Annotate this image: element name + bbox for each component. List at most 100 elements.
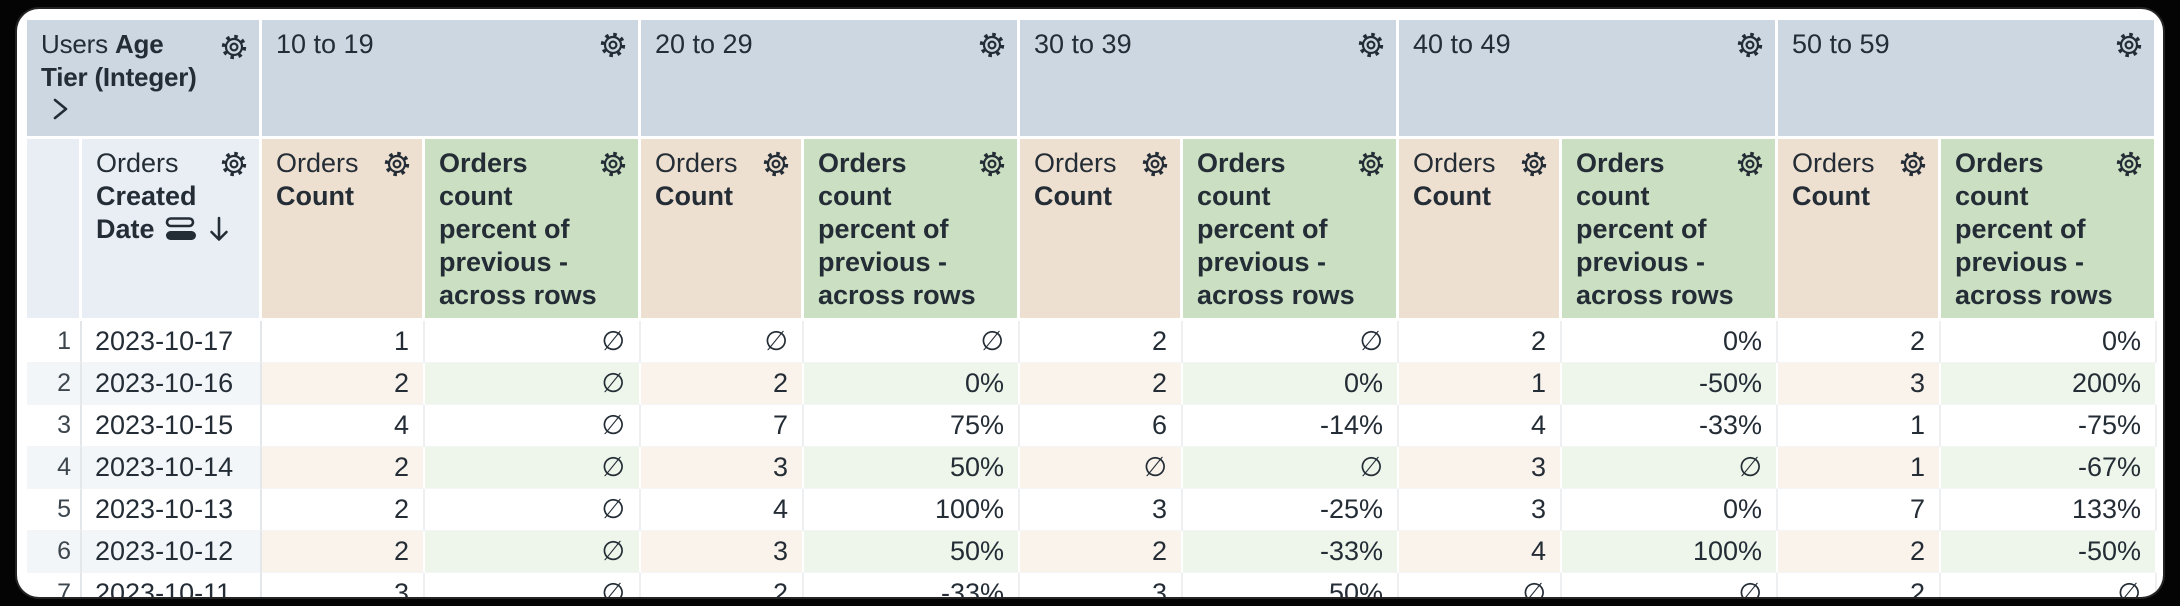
percent-cell[interactable]: ∅ [1183, 447, 1399, 489]
count-cell[interactable]: 4 [1399, 405, 1562, 447]
percent-cell[interactable]: ∅ [1562, 447, 1778, 489]
row-dimension-header[interactable]: Orders Created Date [82, 139, 262, 321]
measure-header-count[interactable]: Orders Count [1778, 139, 1941, 321]
gear-icon[interactable] [382, 149, 412, 179]
measure-header-percent-of-previous[interactable]: Orders count percent of previous - acros… [804, 139, 1020, 321]
percent-cell[interactable]: 0% [1941, 321, 2157, 363]
count-cell[interactable]: 2 [1778, 531, 1941, 573]
pivot-value-header[interactable]: 10 to 19 [262, 20, 641, 139]
date-cell[interactable]: 2023-10-12 [82, 531, 262, 573]
measure-header-count[interactable]: Orders Count [262, 139, 425, 321]
pivot-value-header[interactable]: 20 to 29 [641, 20, 1020, 139]
chevron-right-icon[interactable] [47, 96, 71, 130]
date-cell[interactable]: 2023-10-15 [82, 405, 262, 447]
count-cell[interactable]: 2 [1399, 321, 1562, 363]
percent-cell[interactable]: -33% [804, 573, 1020, 597]
measure-header-percent-of-previous[interactable]: Orders count percent of previous - acros… [425, 139, 641, 321]
percent-cell[interactable]: 0% [1562, 489, 1778, 531]
percent-cell[interactable]: -14% [1183, 405, 1399, 447]
percent-cell[interactable]: ∅ [425, 489, 641, 531]
count-cell[interactable]: ∅ [1020, 447, 1183, 489]
gear-icon[interactable] [598, 149, 628, 179]
percent-cell[interactable]: 200% [1941, 363, 2157, 405]
percent-cell[interactable]: 75% [804, 405, 1020, 447]
count-cell[interactable]: 6 [1020, 405, 1183, 447]
count-cell[interactable]: 2 [1778, 321, 1941, 363]
gear-icon[interactable] [977, 149, 1007, 179]
pivot-value-header[interactable]: 40 to 49 [1399, 20, 1778, 139]
percent-cell[interactable]: 100% [1562, 531, 1778, 573]
count-cell[interactable]: 3 [1778, 363, 1941, 405]
count-cell[interactable]: 2 [262, 447, 425, 489]
gear-icon[interactable] [1519, 149, 1549, 179]
percent-cell[interactable]: ∅ [425, 531, 641, 573]
percent-cell[interactable]: ∅ [425, 573, 641, 597]
measure-header-count[interactable]: Orders Count [1399, 139, 1562, 321]
gear-icon[interactable] [761, 149, 791, 179]
count-cell[interactable]: 2 [1020, 321, 1183, 363]
gear-icon[interactable] [1735, 149, 1765, 179]
count-cell[interactable]: 4 [641, 489, 804, 531]
count-cell[interactable]: 3 [1399, 489, 1562, 531]
count-cell[interactable]: 3 [262, 573, 425, 597]
count-cell[interactable]: 3 [1020, 573, 1183, 597]
percent-cell[interactable]: -33% [1562, 405, 1778, 447]
count-cell[interactable]: 3 [1020, 489, 1183, 531]
count-cell[interactable]: 2 [641, 573, 804, 597]
percent-cell[interactable]: ∅ [425, 321, 641, 363]
pivot-dimension-header[interactable]: Users Age Tier (Integer) [27, 20, 262, 139]
count-cell[interactable]: 2 [262, 531, 425, 573]
count-cell[interactable]: 3 [641, 447, 804, 489]
date-cell[interactable]: 2023-10-13 [82, 489, 262, 531]
measure-header-percent-of-previous[interactable]: Orders count percent of previous - acros… [1562, 139, 1778, 321]
percent-cell[interactable]: -50% [1941, 531, 2157, 573]
count-cell[interactable]: 3 [641, 531, 804, 573]
percent-cell[interactable]: ∅ [1941, 573, 2157, 597]
gear-icon[interactable] [1356, 149, 1386, 179]
percent-cell[interactable]: 100% [804, 489, 1020, 531]
percent-cell[interactable]: 50% [804, 447, 1020, 489]
percent-cell[interactable]: ∅ [425, 405, 641, 447]
percent-cell[interactable]: -33% [1183, 531, 1399, 573]
gear-icon[interactable] [1735, 30, 1765, 60]
gear-icon[interactable] [1356, 30, 1386, 60]
gear-icon[interactable] [1898, 149, 1928, 179]
count-cell[interactable]: 2 [262, 363, 425, 405]
percent-cell[interactable]: -75% [1941, 405, 2157, 447]
measure-header-count[interactable]: Orders Count [1020, 139, 1183, 321]
count-cell[interactable]: 1 [1778, 447, 1941, 489]
percent-cell[interactable]: ∅ [425, 363, 641, 405]
percent-cell[interactable]: -25% [1183, 489, 1399, 531]
count-cell[interactable]: ∅ [641, 321, 804, 363]
percent-cell[interactable]: 50% [1183, 573, 1399, 597]
gear-icon[interactable] [977, 30, 1007, 60]
count-cell[interactable]: ∅ [1399, 573, 1562, 597]
measure-header-percent-of-previous[interactable]: Orders count percent of previous - acros… [1941, 139, 2157, 321]
percent-cell[interactable]: 0% [804, 363, 1020, 405]
percent-cell[interactable]: 133% [1941, 489, 2157, 531]
pivot-value-header[interactable]: 30 to 39 [1020, 20, 1399, 139]
percent-cell[interactable]: ∅ [1183, 321, 1399, 363]
count-cell[interactable]: 1 [1399, 363, 1562, 405]
gear-icon[interactable] [598, 30, 628, 60]
gear-icon[interactable] [219, 32, 249, 62]
count-cell[interactable]: 2 [641, 363, 804, 405]
percent-cell[interactable]: -67% [1941, 447, 2157, 489]
date-cell[interactable]: 2023-10-17 [82, 321, 262, 363]
percent-cell[interactable]: 50% [804, 531, 1020, 573]
count-cell[interactable]: 1 [1778, 405, 1941, 447]
count-cell[interactable]: 1 [262, 321, 425, 363]
count-cell[interactable]: 7 [641, 405, 804, 447]
pivot-value-header[interactable]: 50 to 59 [1778, 20, 2157, 139]
count-cell[interactable]: 2 [1020, 531, 1183, 573]
gear-icon[interactable] [219, 149, 249, 179]
date-cell[interactable]: 2023-10-14 [82, 447, 262, 489]
percent-cell[interactable]: 0% [1183, 363, 1399, 405]
count-cell[interactable]: 4 [1399, 531, 1562, 573]
percent-cell[interactable]: ∅ [804, 321, 1020, 363]
count-cell[interactable]: 2 [1020, 363, 1183, 405]
measure-header-count[interactable]: Orders Count [641, 139, 804, 321]
count-cell[interactable]: 4 [262, 405, 425, 447]
measure-header-percent-of-previous[interactable]: Orders count percent of previous - acros… [1183, 139, 1399, 321]
gear-icon[interactable] [2114, 30, 2144, 60]
